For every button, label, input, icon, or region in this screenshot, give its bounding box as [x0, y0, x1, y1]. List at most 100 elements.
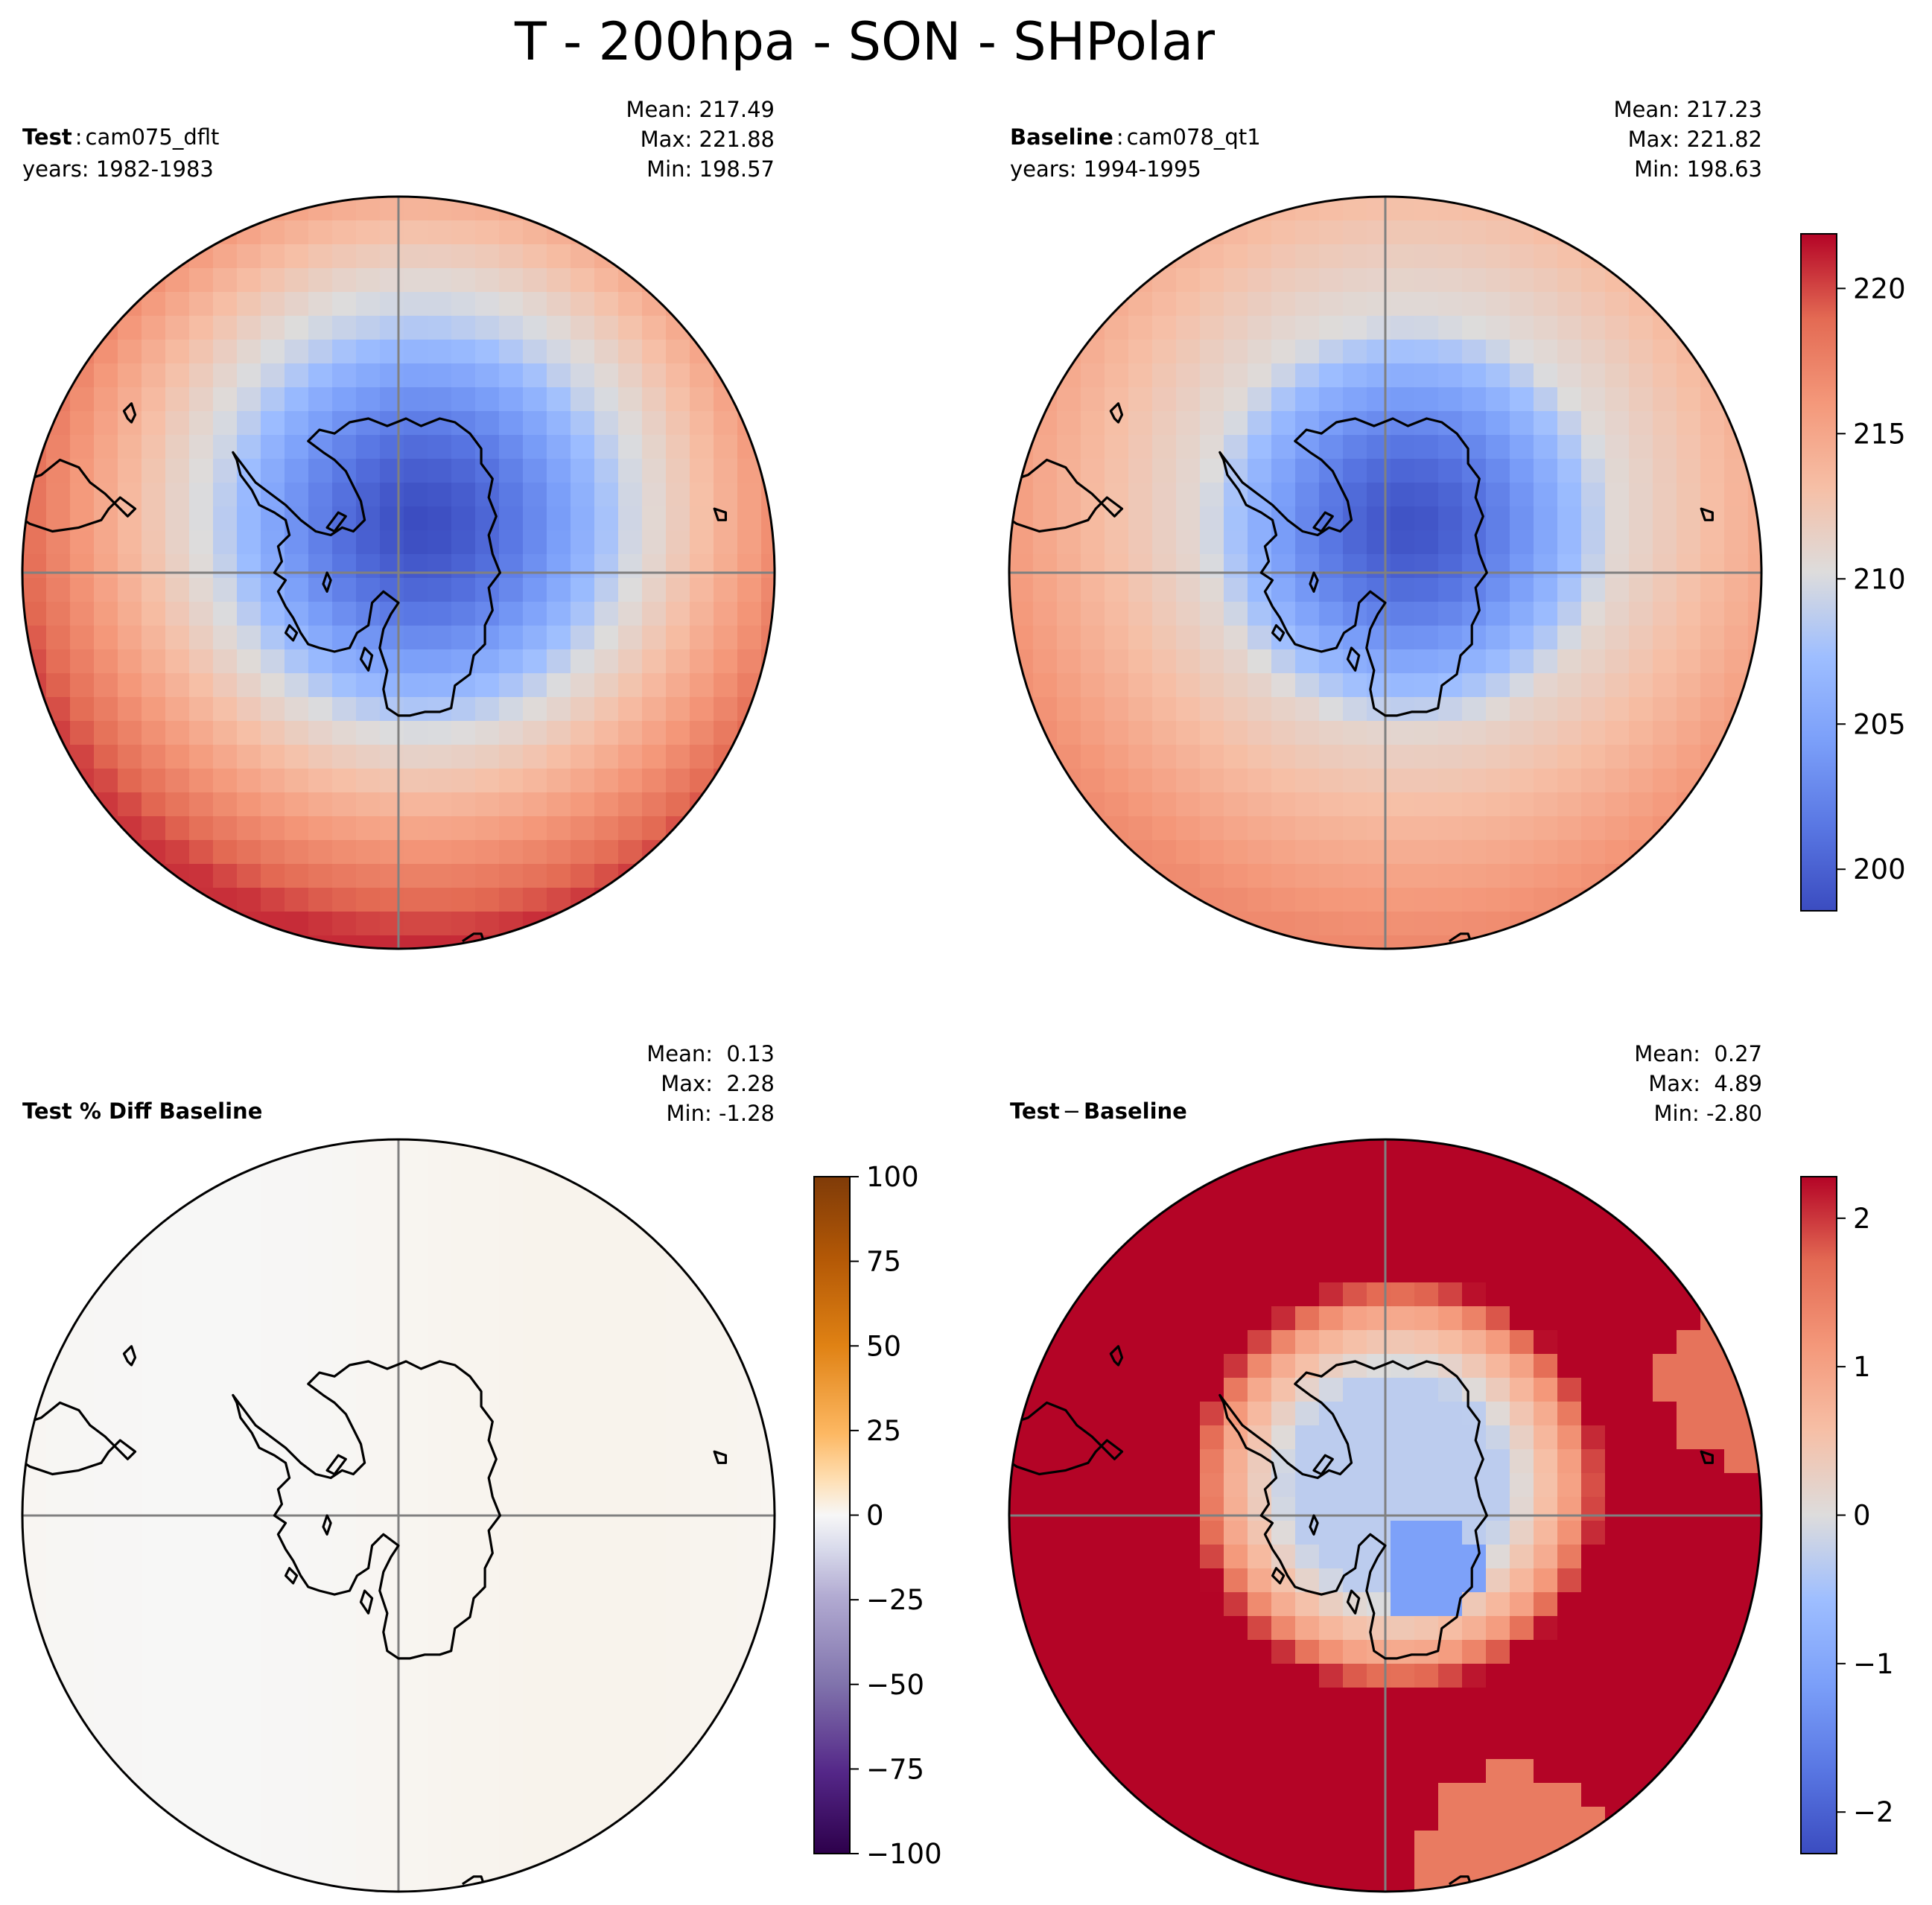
map-cell: [523, 864, 547, 888]
panel-test-years: years: 1982-1983: [22, 156, 214, 182]
map-cell: [237, 1473, 261, 1498]
map-cell: [1510, 411, 1534, 436]
map-cell: [356, 935, 381, 949]
map-cell: [189, 387, 214, 412]
map-cell: [1629, 1473, 1653, 1498]
map-cell: [1176, 554, 1201, 579]
map-cell: [571, 1521, 595, 1545]
map-cell: [261, 1592, 285, 1617]
map-cell: [1724, 1425, 1749, 1450]
map-cell: [1414, 1783, 1439, 1807]
map-cell: [475, 1854, 500, 1879]
map-cell: [1200, 506, 1224, 531]
map-cell: [714, 1521, 738, 1545]
map-cell: [475, 840, 500, 865]
map-cell: [1557, 721, 1582, 745]
map-cell: [380, 1473, 404, 1498]
map-cell: [1534, 1545, 1558, 1569]
map-cell: [165, 745, 190, 769]
map-cell: [594, 721, 619, 745]
map-cell: [1629, 411, 1653, 436]
map-cell: [356, 1187, 381, 1212]
map-cell: [1462, 1235, 1487, 1259]
map-cell: [523, 316, 547, 340]
panel-diff-max: Max: 4.89: [1648, 1071, 1762, 1096]
map-cell: [285, 1259, 309, 1283]
map-cell: [547, 697, 571, 722]
map-cell: [1486, 769, 1510, 793]
map-cell: [666, 1306, 690, 1331]
map-cell: [1343, 1235, 1367, 1259]
map-cell: [1391, 459, 1415, 483]
map-cell: [356, 268, 381, 293]
map-cell: [1152, 244, 1177, 269]
map-cell: [1581, 1259, 1606, 1283]
map-cell: [1105, 411, 1129, 436]
map-cell: [1438, 1163, 1463, 1188]
map-cell: [1367, 1688, 1391, 1712]
map-cell: [94, 697, 118, 722]
map-cell: [1200, 578, 1224, 602]
map-cell: [1343, 1425, 1367, 1450]
map-cell: [1462, 649, 1487, 674]
map-cell: [165, 697, 190, 722]
map-cell: [1605, 649, 1630, 674]
map-cell: [1629, 1402, 1653, 1426]
map-cell: [666, 554, 690, 579]
map-cell: [642, 1354, 667, 1378]
map-cell: [1510, 1330, 1534, 1355]
map-cell: [1343, 721, 1367, 745]
map-cell: [428, 459, 452, 483]
map-cell: [1176, 840, 1201, 865]
map-cell: [1176, 1497, 1201, 1521]
map-cell: [308, 697, 333, 722]
map-cell: [666, 1759, 690, 1784]
map-cell: [451, 721, 476, 745]
map-cell: [1105, 792, 1129, 817]
map-cell: [1152, 1378, 1177, 1402]
map-cell: [1224, 1211, 1248, 1235]
map-cell: [451, 1163, 476, 1188]
map-cell: [404, 1282, 428, 1307]
map-cell: [46, 1306, 71, 1331]
map-cell: [1629, 1521, 1653, 1545]
map-cell: [1391, 626, 1415, 650]
map-cell: [1319, 1259, 1344, 1283]
map-cell: [1510, 197, 1534, 221]
map-cell: [428, 292, 452, 317]
map-boundary: [21, 195, 776, 950]
map-cell: [1653, 673, 1677, 698]
map-cell: [475, 816, 500, 841]
map-cell: [1486, 888, 1510, 912]
map-cell: [332, 1235, 357, 1259]
map-cell: [523, 1211, 547, 1235]
map-cell: [1557, 411, 1582, 436]
map-cell: [1128, 1354, 1153, 1378]
map-cell: [428, 387, 452, 412]
map-cell: [404, 769, 428, 793]
map-cell: [737, 1664, 762, 1688]
map-cell: [213, 745, 238, 769]
island-coastline: [1309, 1514, 1319, 1536]
map-cell: [285, 292, 309, 317]
map-cell: [428, 340, 452, 364]
map-cell: [523, 1497, 547, 1521]
map-cell: [618, 1545, 643, 1569]
map-cell: [618, 316, 643, 340]
map-cell: [404, 649, 428, 674]
map-cell: [285, 649, 309, 674]
map-cell: [475, 769, 500, 793]
map-cell: [1391, 1783, 1415, 1807]
map-cell: [1534, 816, 1558, 841]
map-cell: [1033, 1330, 1058, 1355]
map-cell: [1510, 1497, 1534, 1521]
map-cell: [1557, 697, 1582, 722]
map-cell: [499, 1187, 524, 1212]
map-cell: [618, 1402, 643, 1426]
map-cell: [1629, 459, 1653, 483]
map-cell: [428, 316, 452, 340]
map-cell: [165, 1664, 190, 1688]
map-cell: [94, 1449, 118, 1474]
map-cell: [1271, 888, 1296, 912]
